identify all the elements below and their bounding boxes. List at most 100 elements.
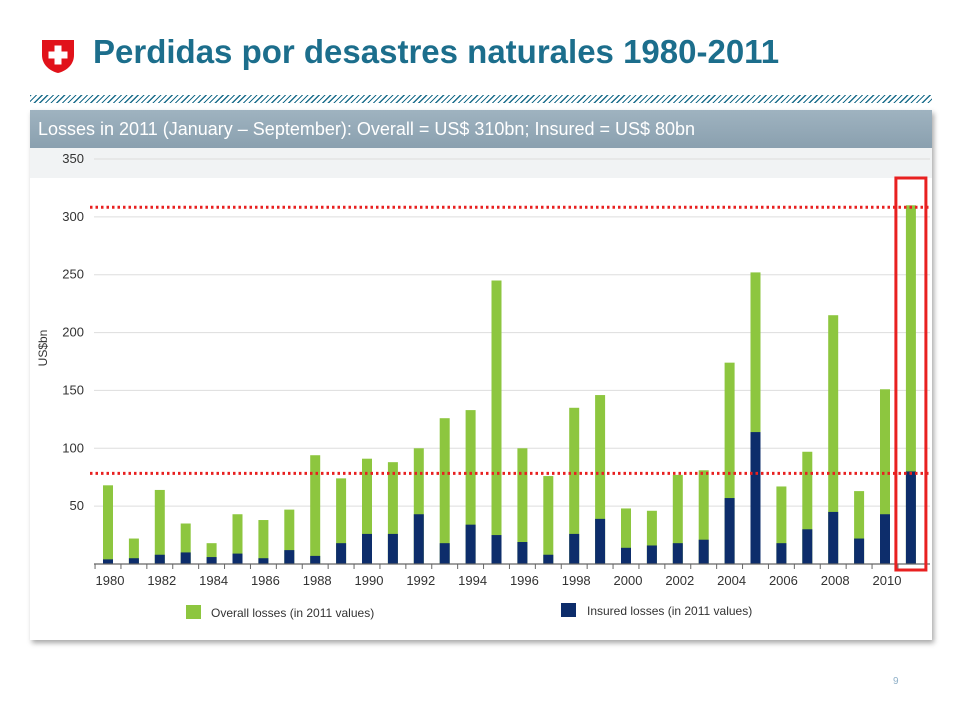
page-number: 9: [893, 676, 899, 687]
overall-bar: [103, 485, 113, 564]
x-tick-label: 1986: [251, 573, 280, 588]
insured-bar: [802, 529, 813, 564]
insured-bar: [232, 553, 243, 564]
insured-bar: [103, 559, 113, 564]
insured-bar: [672, 543, 683, 564]
highlight-box: [894, 176, 928, 572]
y-axis-label: US$bn: [36, 330, 50, 367]
legend-label-insured: Insured losses (in 2011 values): [587, 604, 752, 618]
overall-bar: [698, 470, 709, 564]
overall-bar: [284, 509, 295, 564]
x-tick-label: 2008: [821, 573, 850, 588]
insured-bar: [880, 514, 890, 564]
insured-bar: [284, 550, 295, 564]
x-tick-label: 1988: [303, 573, 332, 588]
legend-swatch-overall: [186, 605, 201, 619]
slide-title: Perdidas por desastres naturales 1980-20…: [93, 33, 780, 70]
insured-bar: [569, 533, 580, 564]
x-tick-label: 2006: [769, 573, 798, 588]
x-tick-label: 1990: [355, 573, 384, 588]
x-tick-label: 2010: [873, 573, 902, 588]
insured-bar: [439, 543, 450, 564]
x-tick-label: 1992: [406, 573, 435, 588]
insured-bar: [517, 542, 528, 564]
y-tick-label: 150: [62, 382, 84, 397]
overall-bar: [543, 476, 554, 564]
overall-bar: [802, 451, 813, 564]
insured-bar: [336, 543, 347, 564]
x-tick-label: 1980: [96, 573, 125, 588]
overall-bar: [232, 514, 243, 564]
loss-chart: 50 100 150 200 250 300 350 US$bn 1980 1982 1984 198…: [30, 148, 932, 620]
subtitle-banner: Losses in 2011 (January – September): Ov…: [30, 110, 932, 148]
insured-bar: [180, 552, 191, 564]
insured-bar: [698, 539, 709, 564]
insured-bar: [362, 533, 372, 564]
overall-bar: [828, 315, 839, 564]
x-tick-label: 2004: [717, 573, 746, 588]
overall-bar: [517, 448, 528, 564]
overall-bar: [154, 489, 165, 564]
overall-bar: [776, 486, 787, 564]
overall-bar: [465, 410, 476, 564]
overall-bar: [128, 538, 139, 564]
y-tick-label: 250: [62, 267, 84, 282]
overall-bar: [439, 418, 450, 564]
overall-bar: [362, 458, 372, 564]
plot-top-band: [30, 148, 932, 178]
overall-bar: [310, 455, 321, 564]
overall-bar: [206, 543, 217, 564]
insured-bar: [543, 554, 554, 564]
y-tick-label: 350: [62, 151, 84, 166]
overall-bar: [491, 280, 502, 564]
insured-bar: [154, 554, 165, 564]
overall-bar: [646, 510, 657, 564]
insured-bar: [724, 498, 735, 564]
x-tick-label: 1984: [199, 573, 228, 588]
x-tick-label: 2000: [614, 573, 643, 588]
overall-bar: [672, 474, 683, 564]
insured-bar: [258, 558, 269, 564]
x-tick-label: 1996: [510, 573, 539, 588]
insured-bar: [595, 518, 606, 564]
y-tick-label: 200: [62, 325, 84, 340]
y-tick-label: 300: [62, 209, 84, 224]
overall-bar: [750, 272, 761, 564]
x-tick-label: 1998: [562, 573, 591, 588]
insured-bar: [905, 471, 916, 564]
overall-bar: [258, 520, 269, 564]
insured-bar: [491, 535, 502, 564]
overall-bar: [905, 205, 916, 564]
overall-bar: [880, 389, 890, 564]
overall-bar: [854, 491, 865, 564]
overall-bar: [595, 395, 606, 564]
legend-label-overall: Overall losses (in 2011 values): [211, 606, 374, 620]
overall-bar: [180, 523, 191, 564]
y-tick-label: 100: [62, 440, 84, 455]
overall-bar: [621, 508, 631, 564]
subtitle-text: Losses in 2011 (January – September): Ov…: [38, 119, 696, 139]
y-tick-label: 50: [70, 498, 84, 513]
overall-bar: [569, 407, 580, 564]
legend-swatch-insured: [561, 603, 576, 617]
insured-bar: [646, 545, 657, 564]
x-tick-label: 1982: [147, 573, 176, 588]
overall-bar: [724, 362, 735, 564]
overall-bar: [387, 462, 398, 564]
insured-bar: [750, 432, 761, 564]
insured-bar: [776, 543, 787, 564]
hatched-divider: [30, 95, 932, 103]
insured-bar: [413, 514, 424, 564]
insured-bar: [128, 558, 139, 564]
swiss-cross-shield-icon: [42, 40, 74, 73]
x-tick-label: 1994: [458, 573, 487, 588]
insured-bar: [206, 557, 217, 564]
insured-bar: [387, 533, 398, 564]
insured-bar: [854, 538, 865, 564]
insured-bar: [310, 555, 321, 564]
insured-bar: [828, 511, 839, 564]
x-tick-label: 2002: [665, 573, 694, 588]
overall-bar: [336, 478, 347, 564]
overall-bar: [413, 448, 424, 564]
insured-bar: [621, 547, 631, 564]
